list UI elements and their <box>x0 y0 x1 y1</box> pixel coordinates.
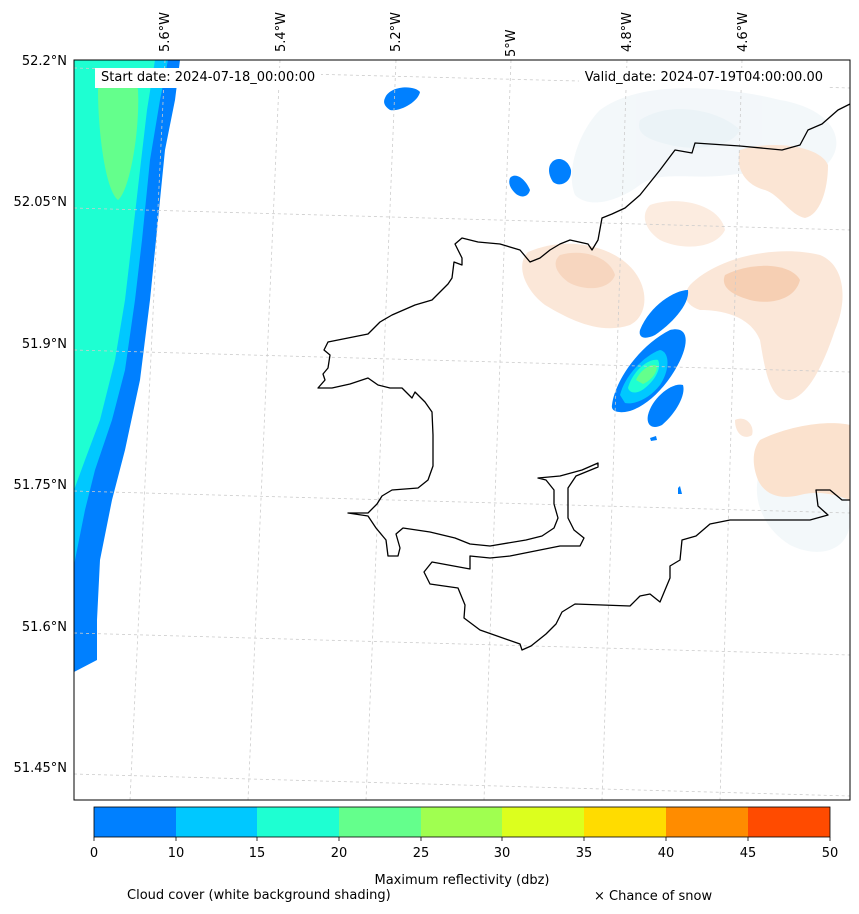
lat-tick-label: 52.05°N <box>14 195 67 210</box>
colorbar-tick-label: 15 <box>249 846 266 861</box>
colorbar-tick-label: 0 <box>90 846 98 861</box>
lon-tick-label: 5°W <box>504 29 519 57</box>
colorbar-segment <box>339 807 421 837</box>
colorbar-segment <box>584 807 666 837</box>
colorbar-segment <box>257 807 339 837</box>
cloud-cover-warm <box>522 145 850 500</box>
map-panel <box>74 60 850 800</box>
colorbar-tick-label: 20 <box>331 846 348 861</box>
lon-tick-label: 4.8°W <box>620 12 635 52</box>
lat-tick-label: 51.6°N <box>22 620 67 635</box>
lat-tick-label: 51.75°N <box>14 478 67 493</box>
lon-tick-labels: 5.6°W 5.4°W 5.2°W 5°W 4.8°W 4.6°W <box>158 12 751 57</box>
colorbar-tick-label: 10 <box>168 846 185 861</box>
lon-tick-label: 5.6°W <box>158 12 173 52</box>
colorbar-segment <box>502 807 584 837</box>
lon-tick-label: 5.2°W <box>389 12 404 52</box>
colorbar-label: Maximum reflectivity (dbz) <box>375 873 550 888</box>
cloud-cover-legend: Cloud cover (white background shading) <box>127 888 391 903</box>
colorbar-tick-label: 35 <box>576 846 593 861</box>
coastline <box>317 103 850 651</box>
map-content <box>74 60 850 800</box>
map-frame <box>73 59 851 801</box>
colorbar-tick-label: 40 <box>658 846 675 861</box>
lat-tick-label: 52.2°N <box>22 54 67 69</box>
lat-tick-labels: 52.2°N 52.05°N 51.9°N 51.75°N 51.6°N 51.… <box>14 54 67 776</box>
colorbar: 0 10 15 20 25 30 35 40 45 50 Maximum ref… <box>90 806 839 888</box>
colorbar-segment <box>176 807 258 837</box>
colorbar-segment <box>94 807 176 837</box>
lon-tick-label: 4.6°W <box>736 12 751 52</box>
lat-tick-label: 51.45°N <box>14 761 67 776</box>
colorbar-tick-label: 50 <box>822 846 839 861</box>
colorbar-segment <box>748 807 830 837</box>
colorbar-segment <box>666 807 748 837</box>
colorbar-tick-label: 45 <box>740 846 757 861</box>
snow-legend: × Chance of snow <box>594 889 713 904</box>
valid-date-label: Valid_date: 2024-07-19T04:00:00.00 <box>578 68 829 88</box>
lat-tick-label: 51.9°N <box>22 337 67 352</box>
reflectivity-west-band <box>74 60 180 672</box>
colorbar-ticks <box>93 837 831 841</box>
start-date-label: Start date: 2024-07-18_00:00:00 <box>95 68 322 88</box>
colorbar-tick-label: 30 <box>494 846 511 861</box>
reflectivity-cells <box>384 87 689 494</box>
colorbar-tick-label: 25 <box>413 846 430 861</box>
colorbar-outline <box>93 806 831 838</box>
colorbar-segment <box>421 807 503 837</box>
lon-tick-label: 5.4°W <box>274 12 289 52</box>
